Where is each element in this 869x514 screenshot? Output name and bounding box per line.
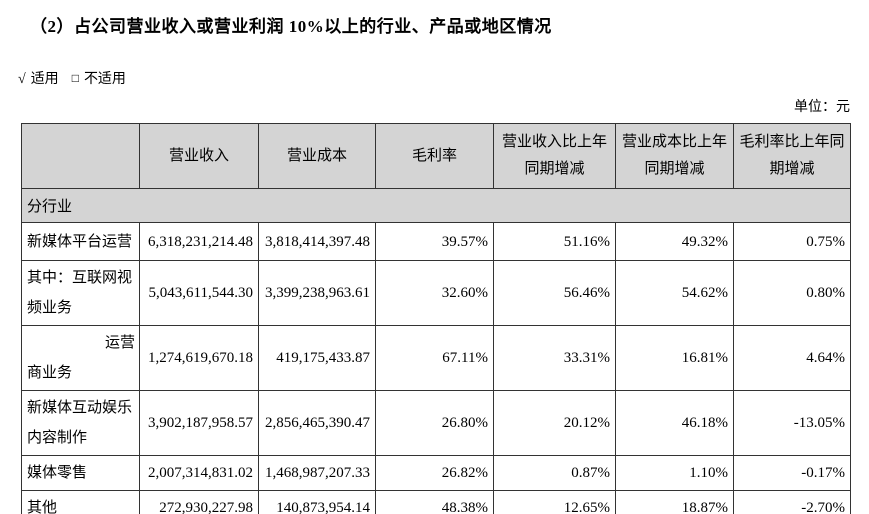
cell-revenue-yoy: 51.16% [493,222,616,261]
table-body: 分行业 新媒体平台运营 6,318,231,214.48 3,818,414,397.… [21,188,851,514]
cell-margin-yoy: -0.17% [733,455,851,491]
cell-cost-yoy: 1.10% [615,455,734,491]
cell-margin-yoy: -2.70% [733,490,851,514]
cell-revenue: 2,007,314,831.02 [139,455,259,491]
row-label-line: 运营 [104,335,135,351]
row-label: 其中：互联网视 频业务 [21,260,140,326]
table-row: 其中：互联网视 频业务 5,043,611,544.30 3,399,238,963… [21,260,851,326]
cell-cost: 1,468,987,207.33 [258,455,376,491]
cell-gross-margin: 67.11% [375,325,494,391]
cell-gross-margin: 26.80% [375,390,494,456]
cell-cost: 2,856,465,390.47 [258,390,376,456]
row-label: 运营商业务 [21,325,140,391]
row-label: 新媒体互动娱乐 内容制作 [21,390,140,456]
section-row: 分行业 [21,188,851,223]
cell-cost: 3,399,238,963.61 [258,260,376,326]
unit-label: 单位：元 [794,100,850,115]
cell-revenue-yoy: 56.46% [493,260,616,326]
table-row: 运营 商业务 1,274,619,670.18 419,175,433.87 67.11… [21,325,851,391]
not-applicable-label: 不适用 [83,72,126,87]
row-label-line: 商业务 [27,365,73,381]
cell-revenue-yoy: 20.12% [493,390,616,456]
cell-margin-yoy: 4.64% [733,325,851,391]
table-row: 媒体零售 2,007,314,831.02 1,468,987,207.33 26.8… [21,455,851,491]
cell-cost: 419,175,433.87 [258,325,376,391]
cell-cost-yoy: 18.87% [615,490,734,514]
cell-revenue: 3,902,187,958.57 [139,390,259,456]
cell-margin-yoy: 0.80% [733,260,851,326]
col-header-margin-yoy: 毛利率比上年同 期增减 [733,123,851,189]
table-row: 新媒体平台运营 6,318,231,214.48 3,818,414,397.48 3… [21,222,851,261]
col-header-revenue-yoy: 营业收入比上年 同期增减 [493,123,616,189]
cell-cost-yoy: 49.32% [615,222,734,261]
row-label: 媒体零售 [21,455,140,491]
cell-gross-margin: 39.57% [375,222,494,261]
cell-gross-margin: 32.60% [375,260,494,326]
table-row: 其他 272,930,227.98 140,873,954.14 48.38% 12.6… [21,490,851,514]
col-header-revenue: 营业收入 [139,123,259,189]
col-header-empty [21,123,140,189]
cell-margin-yoy: 0.75% [733,222,851,261]
cell-cost-yoy: 54.62% [615,260,734,326]
cell-revenue: 272,930,227.98 [139,490,259,514]
section-title: （2）占公司营业收入或营业利润 10%以上的行业、产品或地区情况 [30,17,552,36]
cell-cost-yoy: 46.18% [615,390,734,456]
cell-gross-margin: 26.82% [375,455,494,491]
cell-revenue-yoy: 33.31% [493,325,616,391]
cell-gross-margin: 48.38% [375,490,494,514]
cell-revenue-yoy: 0.87% [493,455,616,491]
cell-revenue: 5,043,611,544.30 [139,260,259,326]
cell-revenue-yoy: 12.65% [493,490,616,514]
checkbox-empty-icon: □ [71,71,79,85]
cell-cost: 3,818,414,397.48 [258,222,376,261]
cell-cost-yoy: 16.81% [615,325,734,391]
row-label: 新媒体平台运营 [21,222,140,261]
cell-revenue: 1,274,619,670.18 [139,325,259,391]
col-header-gross-margin: 毛利率 [375,123,494,189]
table-row: 新媒体互动娱乐 内容制作 3,902,187,958.57 2,856,465,39… [21,390,851,456]
segment-table: 营业收入 营业成本 毛利率 营业收入比上年 同期增减 营业成本比上年 同期增减 … [21,123,851,514]
applicable-label: 适用 [30,72,59,87]
table-header-row: 营业收入 营业成本 毛利率 营业收入比上年 同期增减 营业成本比上年 同期增减 … [21,123,851,189]
cell-revenue: 6,318,231,214.48 [139,222,259,261]
applicable-line: √ 适用 □ 不适用 [18,68,126,88]
col-header-cost: 营业成本 [258,123,376,189]
cell-cost: 140,873,954.14 [258,490,376,514]
section-label: 分行业 [21,188,851,223]
row-label: 其他 [21,490,140,514]
col-header-cost-yoy: 营业成本比上年 同期增减 [615,123,734,189]
check-mark-icon: √ [18,72,26,87]
cell-margin-yoy: -13.05% [733,390,851,456]
